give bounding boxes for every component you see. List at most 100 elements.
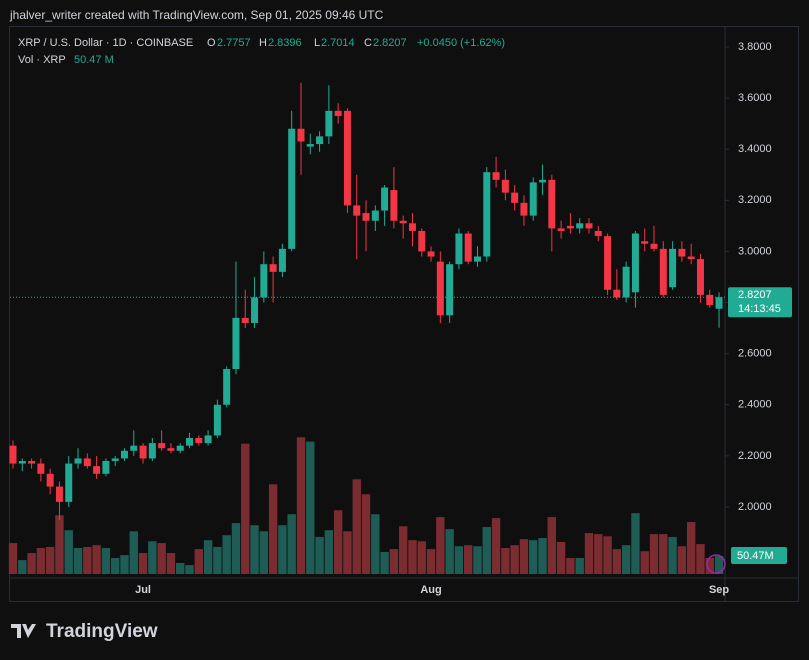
candle-body [474, 256, 481, 262]
volume-badge-value: 50.47M [737, 550, 774, 562]
volume-bar [464, 545, 473, 574]
volume-bar [166, 552, 176, 574]
y-tick-label: 2.0000 [738, 501, 772, 513]
candle-body [678, 248, 686, 257]
candle-body [446, 264, 454, 316]
volume-bar [612, 549, 622, 574]
candle-body [492, 172, 500, 180]
candle-body [83, 458, 91, 467]
candle-body [650, 243, 658, 249]
candle-body [418, 230, 426, 252]
y-tick-label: 3.6000 [738, 92, 772, 104]
volume-bar [594, 534, 603, 574]
candle-body [557, 228, 565, 231]
volume-bar [603, 536, 612, 574]
l-label: L [314, 37, 320, 49]
logo: TradingView [11, 621, 158, 642]
candle-body [464, 233, 472, 262]
volume-bar [417, 541, 426, 574]
candle-body [325, 110, 333, 137]
volume-bar [696, 544, 705, 574]
volume-bar [352, 479, 361, 574]
volume-bar [138, 552, 148, 574]
candle-body [195, 438, 203, 444]
volume-bar [222, 535, 231, 574]
candle-body [65, 463, 73, 502]
candle-body [288, 128, 296, 249]
candle-body [566, 225, 574, 229]
logo-mark [11, 624, 36, 638]
volume-bar [203, 540, 213, 574]
volume-bar [529, 540, 538, 574]
volume-bar [371, 514, 380, 574]
volume-bar [315, 536, 324, 574]
volume-bar [176, 562, 185, 574]
candle-body [501, 179, 509, 193]
volume-bar [148, 541, 157, 574]
candle-body [232, 317, 240, 369]
volume-bar [8, 543, 18, 574]
volume-bar [36, 548, 46, 574]
volume-bar [659, 534, 668, 574]
x-tick-label: Jul [135, 584, 151, 596]
header: jhalver_writer created with TradingView.… [9, 8, 384, 22]
volume-bar [491, 518, 501, 574]
y-tick-label: 2.6000 [738, 348, 772, 360]
symbol: XRP / U.S. Dollar · 1D · COINBASE [18, 37, 193, 49]
volume-bar [631, 513, 640, 574]
volume-bar [547, 517, 557, 574]
h-label: H [259, 37, 267, 49]
volume-bar [18, 560, 27, 574]
candle-body [269, 264, 277, 272]
candle-body [204, 435, 212, 444]
candle-body [353, 205, 361, 216]
candle-body [278, 248, 286, 272]
candle-body [158, 443, 166, 449]
volume-bar [278, 525, 287, 574]
x-tick-label: Sep [709, 584, 729, 596]
volume-bar [110, 557, 120, 574]
volume-bar [714, 556, 724, 574]
y-tick-label: 3.8000 [738, 41, 772, 53]
volume-bar [640, 551, 649, 574]
volume-bar [445, 529, 454, 574]
candle-body [362, 213, 370, 221]
candle-body [585, 223, 593, 229]
candle-body [176, 445, 184, 451]
volume-bar [324, 530, 334, 574]
volume-bar [213, 546, 222, 574]
candle-body [622, 266, 630, 298]
candle-body [706, 294, 714, 306]
candle-body [186, 438, 194, 446]
y-tick-label: 3.2000 [738, 194, 772, 206]
volume-value: 50.47 M [74, 54, 114, 66]
volume-bar [501, 548, 510, 574]
candle-body [631, 233, 639, 293]
price-badge [728, 287, 792, 318]
volume-bar [101, 548, 111, 574]
volume-bar [55, 515, 64, 574]
candle-body [55, 486, 63, 502]
volume-bar [73, 548, 83, 574]
volume-bar [157, 543, 166, 574]
volume-bar [621, 545, 631, 574]
volume-badge [731, 547, 787, 565]
volume-bar [45, 546, 55, 574]
candle-body [715, 297, 723, 309]
volume-bar [361, 494, 371, 574]
candle-body [371, 210, 379, 221]
candle-body [241, 317, 249, 323]
volume-bar [705, 557, 714, 574]
candle-body [316, 136, 324, 145]
candle-body [390, 190, 398, 221]
volume-bar [677, 546, 687, 574]
candle-body [130, 445, 138, 451]
volume-bar [231, 523, 241, 574]
volume-bar [380, 551, 389, 574]
volume-bar [510, 545, 519, 574]
volume-bar [408, 540, 417, 574]
volume-bar [473, 546, 482, 574]
candle-body [18, 461, 26, 464]
volume-bar [482, 527, 491, 574]
